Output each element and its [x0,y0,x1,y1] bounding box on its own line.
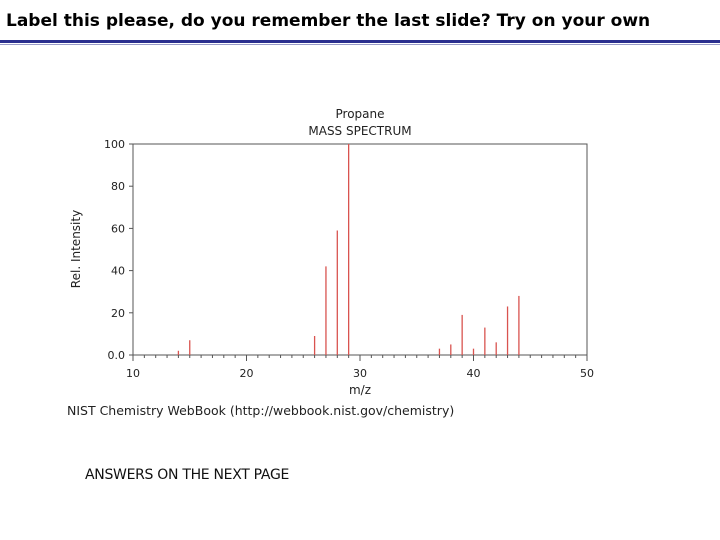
title-divider [0,40,720,43]
source-credit: NIST Chemistry WebBook (http://webbook.n… [67,403,455,418]
y-tick-label: 40 [111,265,125,278]
y-axis-label: Rel. Intensity [69,210,83,288]
x-axis-label: m/z [349,383,371,397]
x-tick-label: 10 [126,367,140,380]
x-tick-label: 40 [467,367,481,380]
y-tick-label: 100 [104,138,125,151]
y-tick-label: 80 [111,180,125,193]
peaks-group [177,144,520,355]
y-tick-label: 60 [111,222,125,235]
x-tick-label: 20 [240,367,254,380]
y-tick-label: 20 [111,307,125,320]
slide-title: Label this please, do you remember the l… [6,11,651,31]
y-tick-label: 0.0 [108,349,126,362]
title-divider-shadow [0,44,720,45]
chart-title: Propane [336,107,385,121]
x-tick-label: 50 [580,367,594,380]
y-axis: 0.0 20 40 60 80 100 [104,138,133,362]
x-tick-label: 30 [353,367,367,380]
chart-subtitle: MASS SPECTRUM [308,124,411,138]
answers-note: ANSWERS ON THE NEXT PAGE [85,467,290,483]
x-axis: 10 20 30 40 50 [126,355,594,380]
